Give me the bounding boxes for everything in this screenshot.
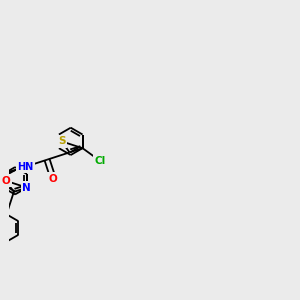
Text: Cl: Cl <box>94 156 105 166</box>
Text: S: S <box>58 136 65 146</box>
Text: N: N <box>22 183 31 193</box>
Text: O: O <box>49 174 58 184</box>
Text: O: O <box>2 176 10 186</box>
Text: HN: HN <box>18 162 34 172</box>
